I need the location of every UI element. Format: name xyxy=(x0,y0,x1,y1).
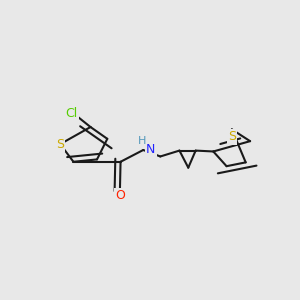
Text: N: N xyxy=(146,143,155,157)
Text: H: H xyxy=(138,136,146,146)
Text: S: S xyxy=(56,138,64,151)
Text: Cl: Cl xyxy=(65,107,77,120)
Text: S: S xyxy=(228,130,236,143)
Text: O: O xyxy=(115,189,125,202)
